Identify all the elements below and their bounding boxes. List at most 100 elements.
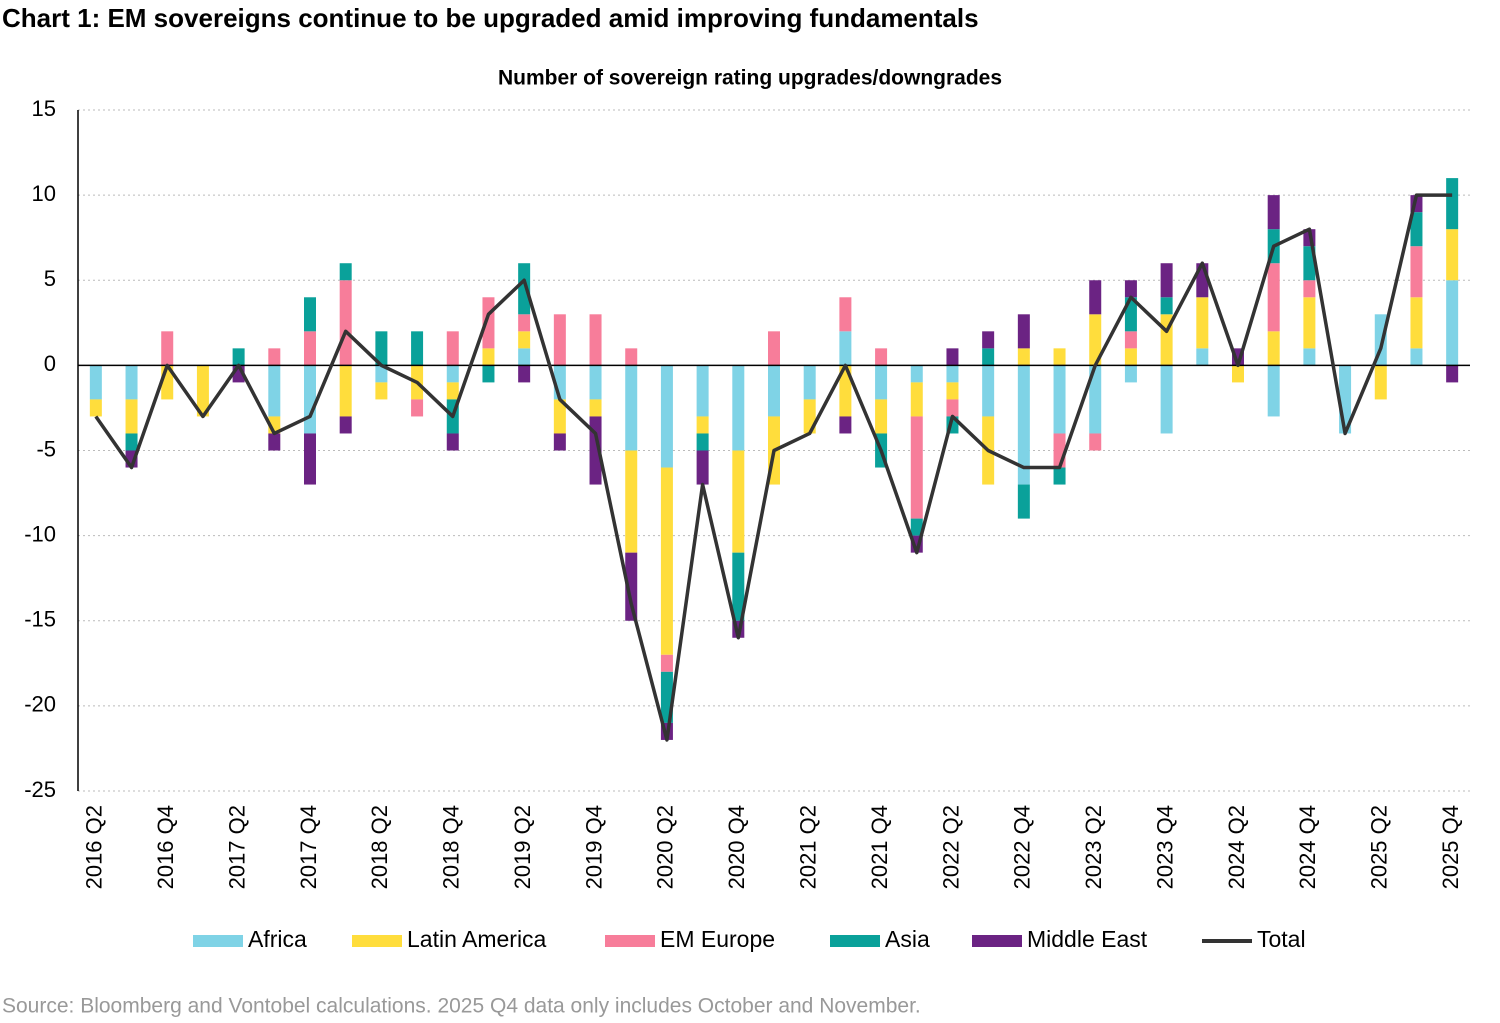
bar-segment (660, 365, 673, 468)
bar-segment (304, 331, 316, 366)
bar-segment (625, 552, 638, 621)
y-tick-label: -10 (24, 521, 56, 546)
legend-label: Latin America (407, 926, 547, 952)
x-tick-label: 2025 Q2 (1367, 805, 1392, 889)
source-note: Source: Bloomberg and Vontobel calculati… (2, 995, 921, 1018)
bar-segment (910, 382, 923, 417)
bar-segment (304, 433, 316, 485)
bar-segment (1303, 297, 1316, 349)
bar-segment (910, 416, 923, 519)
bar-segment (696, 416, 709, 434)
bar-segment (89, 365, 102, 400)
x-tick-label: 2017 Q4 (296, 805, 321, 889)
x-tick-label: 2017 Q2 (224, 805, 249, 889)
bar-segment (1160, 263, 1173, 298)
bar-segment (1303, 348, 1316, 366)
bar-segment (553, 433, 566, 451)
x-tick-label: 2023 Q4 (1152, 805, 1177, 889)
x-tick-label: 2020 Q2 (653, 805, 678, 889)
bar-segment (1267, 365, 1280, 417)
y-tick-label: 0 (44, 351, 56, 376)
bar-segment (1160, 365, 1173, 434)
y-tick-label: -15 (24, 607, 56, 632)
bar-segment (518, 365, 531, 383)
bar-segment (125, 399, 138, 434)
x-tick-label: 2020 Q4 (724, 805, 749, 889)
bar-segment (839, 331, 852, 366)
bar-segment (732, 552, 745, 621)
x-tick-label: 2024 Q2 (1224, 805, 1249, 889)
bar-segment (518, 348, 531, 366)
bar-segment (1124, 331, 1137, 349)
legend-swatch (830, 935, 880, 947)
bar-segment (768, 331, 780, 366)
bar-segment (589, 399, 602, 417)
x-tick-label: 2018 Q2 (367, 805, 392, 889)
chart-subtitle: Number of sovereign rating upgrades/down… (498, 67, 1002, 90)
bar-segment (125, 433, 138, 451)
bar-segment (411, 331, 424, 366)
bar-segment (946, 365, 959, 383)
x-tick-label: 2023 Q2 (1081, 805, 1106, 889)
bar-segment (339, 365, 352, 417)
bar-segment (982, 331, 995, 349)
bar-segment (768, 365, 780, 417)
legend-label: Africa (248, 926, 307, 952)
bar-segment (1160, 297, 1173, 315)
bar-segment (553, 399, 566, 434)
legend-label: Total (1257, 926, 1306, 952)
bar-segment (1124, 365, 1137, 383)
bar-segment (839, 297, 852, 332)
bar-segment (411, 399, 424, 417)
bar-segment (446, 365, 459, 383)
bar-segment (375, 365, 388, 383)
y-tick-label: 15 (32, 96, 56, 121)
bar-segment (553, 314, 566, 366)
bar-segment (446, 331, 459, 366)
x-tick-label: 2024 Q4 (1295, 805, 1320, 889)
bar-segment (1267, 263, 1280, 332)
total-line (94, 193, 1453, 742)
bar-segment (1089, 433, 1102, 451)
bar-segment (589, 416, 602, 485)
bar-segment (1017, 314, 1030, 349)
bar-segment (1196, 297, 1209, 349)
bar-segment (1303, 280, 1316, 298)
bar-segment (125, 450, 138, 468)
bar-segment (1410, 212, 1423, 247)
bar-segment (482, 365, 495, 383)
bar-segment (982, 365, 995, 417)
bar-segment (196, 365, 209, 417)
y-tick-label: -20 (24, 692, 56, 717)
y-tick-label: 5 (44, 266, 56, 291)
bar-segment (446, 433, 459, 451)
bar-segment (339, 280, 352, 366)
x-tick-label: 2016 Q4 (153, 805, 178, 889)
bar-segment (875, 399, 888, 434)
bar-segment (910, 365, 923, 383)
bar-segment (982, 348, 995, 366)
bar-segment (161, 331, 174, 366)
bar-segment (1089, 365, 1102, 434)
bar-segment (1267, 195, 1280, 230)
y-tick-label: -25 (24, 777, 56, 802)
bar-segment (1374, 365, 1387, 400)
bar-segment (1089, 314, 1102, 366)
bar-segment (1124, 280, 1137, 298)
bar-segment (696, 433, 709, 451)
bar-segment (268, 348, 281, 366)
bar-segment (875, 348, 888, 366)
bar-segment (1446, 178, 1459, 230)
bar-segment (268, 433, 281, 451)
x-tick-label: 2016 Q2 (82, 805, 107, 889)
bar-segment (339, 263, 352, 281)
bar-segment (1446, 229, 1459, 281)
legend-label: Middle East (1027, 926, 1148, 952)
bar-segment (446, 382, 459, 400)
bar-segment (732, 450, 745, 553)
x-tick-label: 2021 Q2 (796, 805, 821, 889)
x-tick-label: 2021 Q4 (867, 805, 892, 889)
legend-label: Asia (885, 926, 930, 952)
bar-segment (625, 450, 638, 553)
bar-segment (910, 518, 923, 536)
